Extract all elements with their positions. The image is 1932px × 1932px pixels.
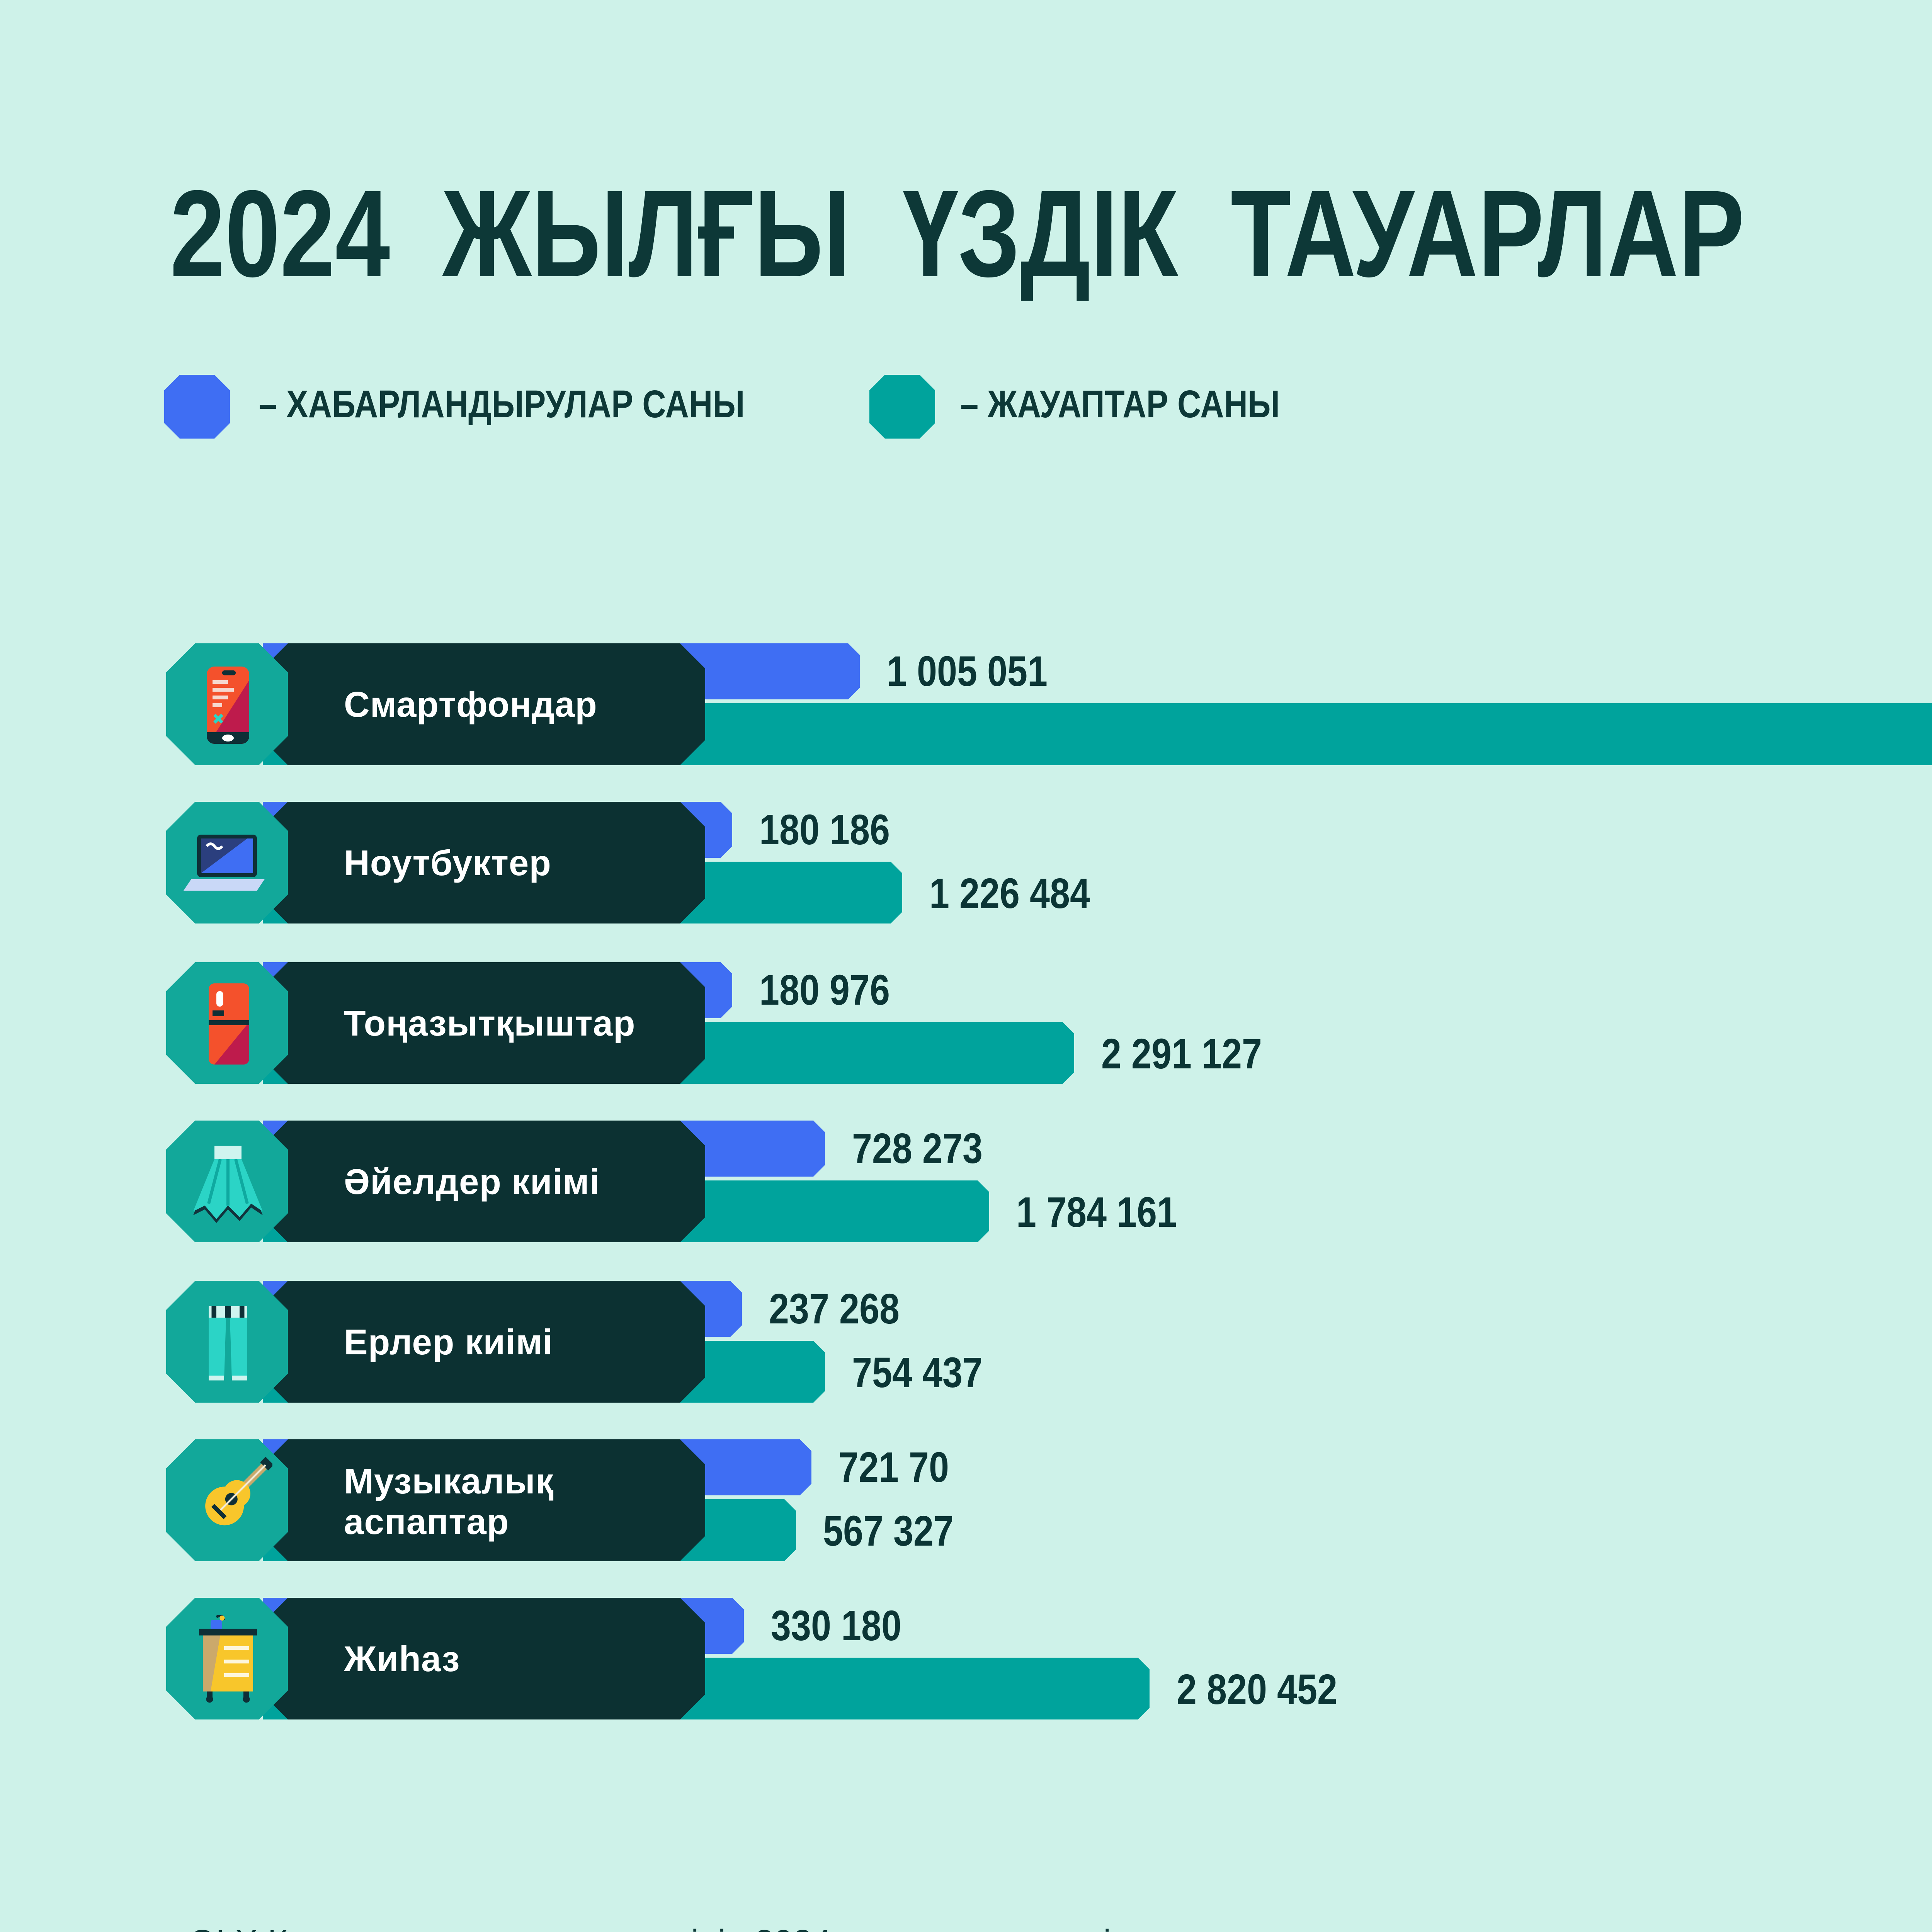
chart-row: 180 186 1 226 484 Ноутбуктер <box>0 802 1932 923</box>
source-note: «OLX Қазақстан» талдау қызметінің 2024 ж… <box>170 1922 1111 1932</box>
category-label-box: Музыкалық аспаптар <box>263 1439 705 1561</box>
category-label: Жиһаз <box>344 1638 460 1679</box>
ads-value: 180 976 <box>759 966 890 1014</box>
category-label: Ерлер киімі <box>344 1321 553 1362</box>
responses-value: 567 327 <box>823 1507 954 1555</box>
category-label-box: Ерлер киімі <box>263 1281 705 1403</box>
womens-skirt-icon <box>183 1137 272 1226</box>
category-label: Музыкалық аспаптар <box>344 1459 554 1541</box>
smartphone-icon <box>183 660 272 749</box>
category-icon-tile <box>166 962 288 1084</box>
guitar-icon <box>183 1456 272 1545</box>
mens-pants-icon <box>183 1298 272 1386</box>
dresser-icon <box>183 1614 272 1703</box>
category-icon-tile <box>166 1439 288 1561</box>
chart-row: 721 70 567 327 Музыкалық аспаптар <box>0 1439 1932 1561</box>
ads-value: 728 273 <box>852 1124 983 1173</box>
category-label: Тоңазытқыштар <box>344 1003 636 1043</box>
ads-value: 180 186 <box>759 806 890 854</box>
legend-ads-swatch <box>164 375 230 439</box>
ads-value: 1 005 051 <box>887 647 1048 696</box>
responses-value: 1 226 484 <box>929 869 1090 918</box>
responses-value: 754 437 <box>852 1349 983 1397</box>
chart-row: 728 273 1 784 161 Әйелдер киімі <box>0 1121 1932 1242</box>
page-title: 2024 ЖЫЛҒЫ ҮЗДІК ТАУАРЛАР <box>170 164 1745 303</box>
category-label: Әйелдер киімі <box>344 1161 600 1202</box>
responses-value: 2 291 127 <box>1101 1030 1262 1078</box>
refrigerator-icon <box>183 979 272 1068</box>
legend-responses-label: – ЖАУАПТАР САНЫ <box>960 384 1280 427</box>
category-icon-tile <box>166 1121 288 1242</box>
ads-value: 721 70 <box>838 1443 949 1492</box>
ads-value: 237 268 <box>769 1285 900 1333</box>
category-icon-tile <box>166 643 288 765</box>
category-label-box: Жиһаз <box>263 1598 705 1719</box>
responses-value: 1 784 161 <box>1016 1188 1177 1236</box>
category-label-box: Әйелдер киімі <box>263 1121 705 1242</box>
category-label-box: Смартфондар <box>263 643 705 765</box>
category-label-box: Ноутбуктер <box>263 802 705 923</box>
chart-row: 237 268 754 437 Ерлер киімі <box>0 1281 1932 1403</box>
chart-row: 180 976 2 291 127 Тоңазытқыштар <box>0 962 1932 1084</box>
laptop-icon <box>183 818 272 907</box>
responses-value: 2 820 452 <box>1177 1665 1337 1714</box>
chart-row: 14 554 023 1 005 051 Смартфондар <box>0 643 1932 765</box>
category-label: Смартфондар <box>344 684 597 724</box>
category-icon-tile <box>166 802 288 923</box>
ads-value: 330 180 <box>771 1602 902 1650</box>
category-icon-tile <box>166 1598 288 1719</box>
category-label-box: Тоңазытқыштар <box>263 962 705 1084</box>
legend-ads-label: – ХАБАРЛАНДЫРУЛАР САНЫ <box>259 384 745 427</box>
chart-row: 330 180 2 820 452 Жиһаз <box>0 1598 1932 1719</box>
category-label: Ноутбуктер <box>344 842 551 883</box>
legend-responses-swatch <box>869 375 935 439</box>
category-icon-tile <box>166 1281 288 1403</box>
